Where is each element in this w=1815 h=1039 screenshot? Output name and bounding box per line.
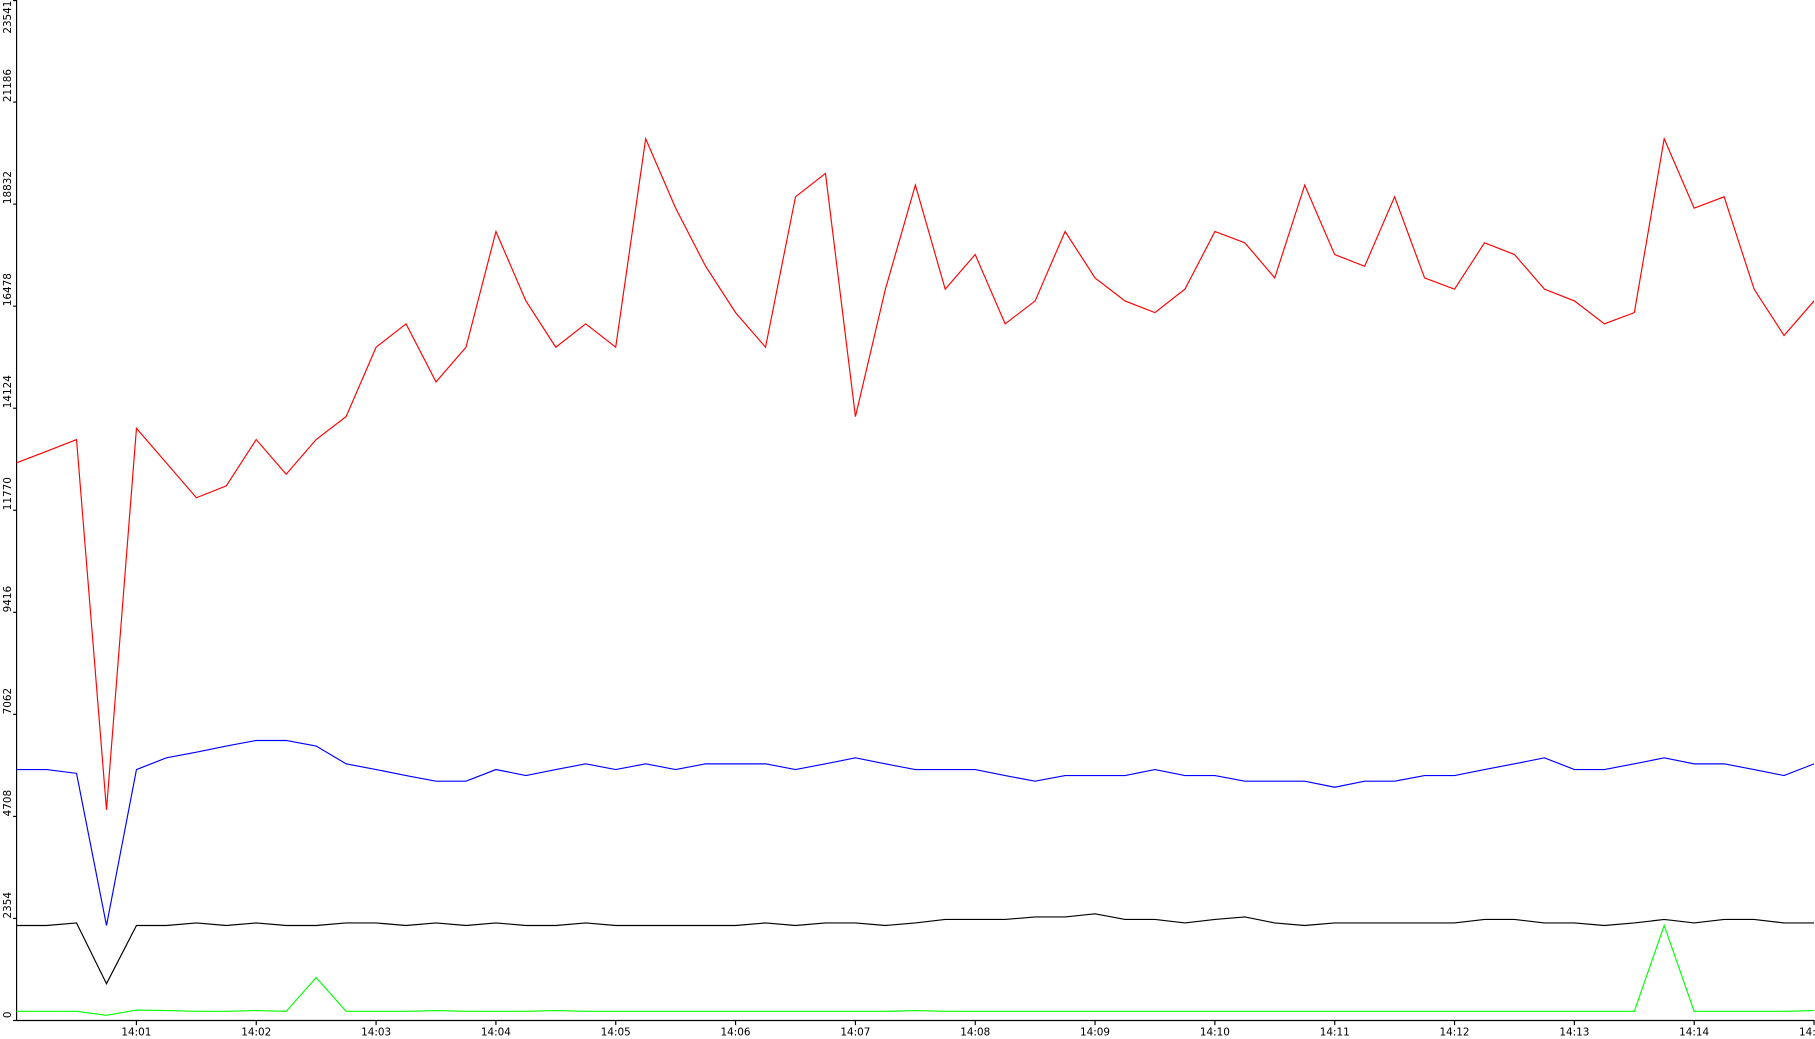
y-tick-label: 16478	[2, 273, 14, 306]
y-tick-label: 4708	[2, 790, 14, 816]
x-tick-label: 14:02	[241, 1027, 271, 1039]
y-tick-label: 14124	[2, 375, 14, 408]
x-tick-label: 14:10	[1200, 1027, 1230, 1039]
x-tick-label: 14:04	[481, 1027, 511, 1039]
y-tick-label: 0	[2, 1012, 14, 1019]
y-tick-label: 7062	[2, 688, 14, 714]
x-tick-label: 14:15	[1799, 1027, 1815, 1039]
y-tick-label: 11770	[2, 477, 14, 510]
x-tick-label: 14:11	[1320, 1027, 1350, 1039]
y-tick-label: 9416	[2, 586, 14, 612]
x-tick-label: 14:03	[361, 1027, 391, 1039]
x-tick-label: 14:07	[840, 1027, 870, 1039]
x-tick-label: 14:08	[960, 1027, 990, 1039]
series-line	[16, 923, 1815, 1016]
x-tick-label: 14:13	[1559, 1027, 1589, 1039]
y-tick-label: 21186	[2, 69, 14, 102]
x-tick-label: 14:01	[121, 1027, 151, 1039]
x-tick-label: 14:05	[601, 1027, 631, 1039]
x-tick-label: 14:06	[721, 1027, 751, 1039]
x-tick-label: 14:12	[1440, 1027, 1470, 1039]
y-tick-label: 2354	[2, 892, 14, 919]
x-tick-label: 14:14	[1679, 1027, 1709, 1039]
x-tick-label: 14:09	[1080, 1027, 1110, 1039]
series-line	[16, 136, 1815, 810]
series-line	[16, 739, 1815, 926]
y-tick-label: 18832	[2, 171, 14, 204]
y-tick-label: 23541	[2, 1, 14, 34]
series-line	[16, 913, 1815, 985]
